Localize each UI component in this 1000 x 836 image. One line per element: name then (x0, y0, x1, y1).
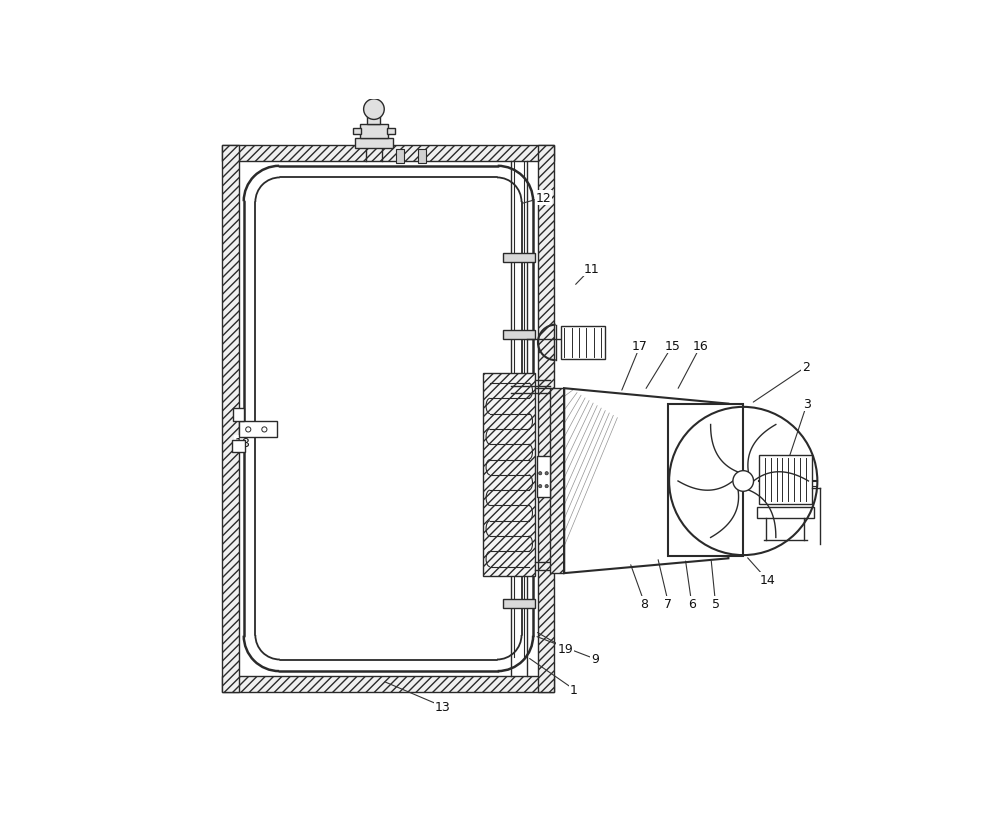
Text: 14: 14 (759, 573, 775, 586)
Circle shape (262, 427, 267, 432)
Bar (668, 404, 743, 556)
Bar (396, 150, 404, 164)
Bar (232, 441, 245, 452)
Text: 3: 3 (803, 398, 811, 410)
Bar (239, 422, 277, 438)
Circle shape (539, 485, 542, 488)
Text: 12: 12 (536, 191, 551, 205)
Text: 6: 6 (688, 597, 696, 610)
Bar (550, 389, 564, 573)
Bar (222, 676, 554, 692)
Text: 5: 5 (712, 597, 720, 610)
Bar (222, 145, 554, 161)
Bar (355, 139, 393, 149)
Bar (561, 327, 605, 359)
Bar (759, 456, 812, 505)
Bar (503, 599, 535, 609)
Bar (387, 129, 395, 135)
Bar (367, 115, 380, 125)
Text: 18: 18 (235, 436, 251, 449)
Text: 2: 2 (802, 361, 810, 374)
Bar (503, 253, 535, 263)
Bar (537, 456, 550, 497)
Text: 16: 16 (693, 339, 709, 353)
Text: 8: 8 (641, 597, 649, 610)
Circle shape (246, 427, 251, 432)
Bar (222, 145, 239, 692)
Bar (483, 374, 535, 577)
Bar (353, 129, 361, 135)
Bar (538, 145, 554, 692)
Text: 17: 17 (632, 339, 648, 353)
Text: 19: 19 (557, 642, 573, 655)
Text: 4: 4 (770, 475, 777, 488)
Circle shape (733, 472, 754, 492)
Bar (360, 125, 388, 139)
Circle shape (539, 472, 542, 476)
Bar (503, 331, 535, 339)
Text: 1: 1 (570, 683, 578, 696)
Text: 13: 13 (435, 701, 451, 713)
Text: 15: 15 (664, 339, 680, 353)
Text: 10: 10 (581, 335, 596, 349)
Bar (757, 507, 814, 518)
Text: 7: 7 (664, 597, 672, 610)
Bar (418, 150, 426, 164)
Circle shape (545, 485, 548, 488)
Text: 9: 9 (591, 653, 599, 665)
Circle shape (364, 99, 384, 120)
Text: 11: 11 (583, 263, 599, 276)
Bar (233, 409, 244, 422)
Circle shape (545, 472, 548, 476)
